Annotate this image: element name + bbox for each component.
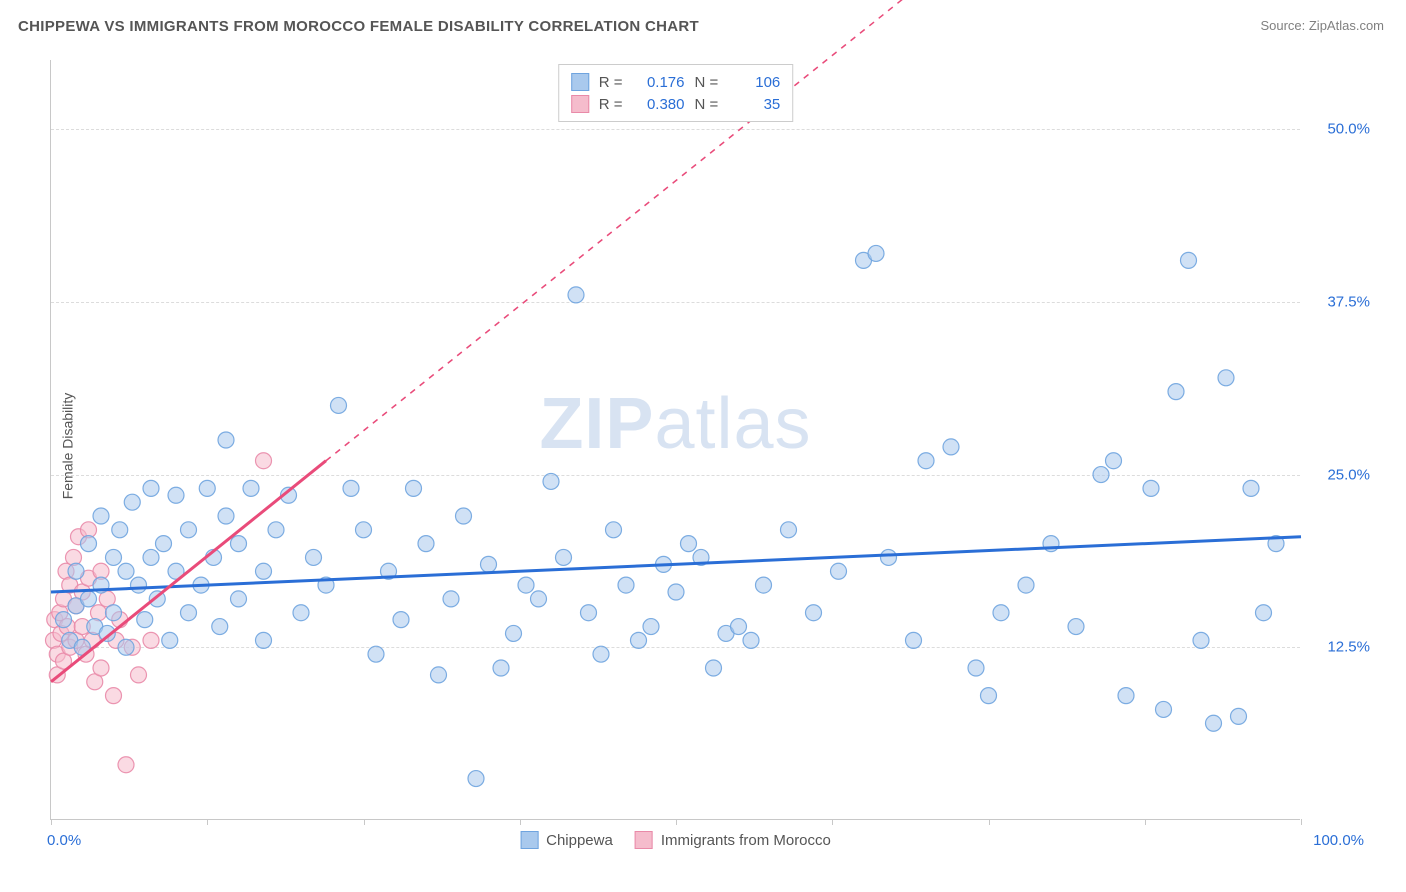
- ytick-label: 50.0%: [1327, 121, 1370, 138]
- legend-swatch-0: [520, 831, 538, 849]
- stats-legend: R = 0.176 N = 106 R = 0.380 N = 35: [558, 64, 794, 122]
- legend-label-0: Chippewa: [546, 832, 613, 849]
- r-value-1: 0.380: [633, 96, 685, 113]
- xtick: [364, 819, 365, 825]
- legend-item-1: Immigrants from Morocco: [635, 831, 831, 849]
- x-min-label: 0.0%: [47, 832, 81, 849]
- xtick: [676, 819, 677, 825]
- xtick: [207, 819, 208, 825]
- n-value-0: 106: [728, 74, 780, 91]
- series-legend: Chippewa Immigrants from Morocco: [520, 831, 831, 849]
- n-label-0: N =: [695, 74, 719, 91]
- chart-title: CHIPPEWA VS IMMIGRANTS FROM MOROCCO FEMA…: [18, 18, 699, 35]
- ytick-label: 37.5%: [1327, 293, 1370, 310]
- ytick-label: 12.5%: [1327, 639, 1370, 656]
- xtick: [1301, 819, 1302, 825]
- stats-row-1: R = 0.380 N = 35: [571, 93, 781, 115]
- swatch-1: [571, 95, 589, 113]
- n-label-1: N =: [695, 96, 719, 113]
- xtick: [51, 819, 52, 825]
- stats-row-0: R = 0.176 N = 106: [571, 71, 781, 93]
- legend-label-1: Immigrants from Morocco: [661, 832, 831, 849]
- x-max-label: 100.0%: [1313, 832, 1364, 849]
- legend-item-0: Chippewa: [520, 831, 613, 849]
- xtick: [1145, 819, 1146, 825]
- xtick: [832, 819, 833, 825]
- r-label-0: R =: [599, 74, 623, 91]
- source-label: Source: ZipAtlas.com: [1260, 18, 1384, 33]
- r-label-1: R =: [599, 96, 623, 113]
- n-value-1: 35: [728, 96, 780, 113]
- plot-area: ZIPatlas R = 0.176 N = 106 R = 0.380 N =…: [50, 60, 1300, 820]
- xtick: [989, 819, 990, 825]
- scatter-svg: [51, 60, 1300, 819]
- swatch-0: [571, 73, 589, 91]
- xtick: [520, 819, 521, 825]
- legend-swatch-1: [635, 831, 653, 849]
- ytick-label: 25.0%: [1327, 466, 1370, 483]
- r-value-0: 0.176: [633, 74, 685, 91]
